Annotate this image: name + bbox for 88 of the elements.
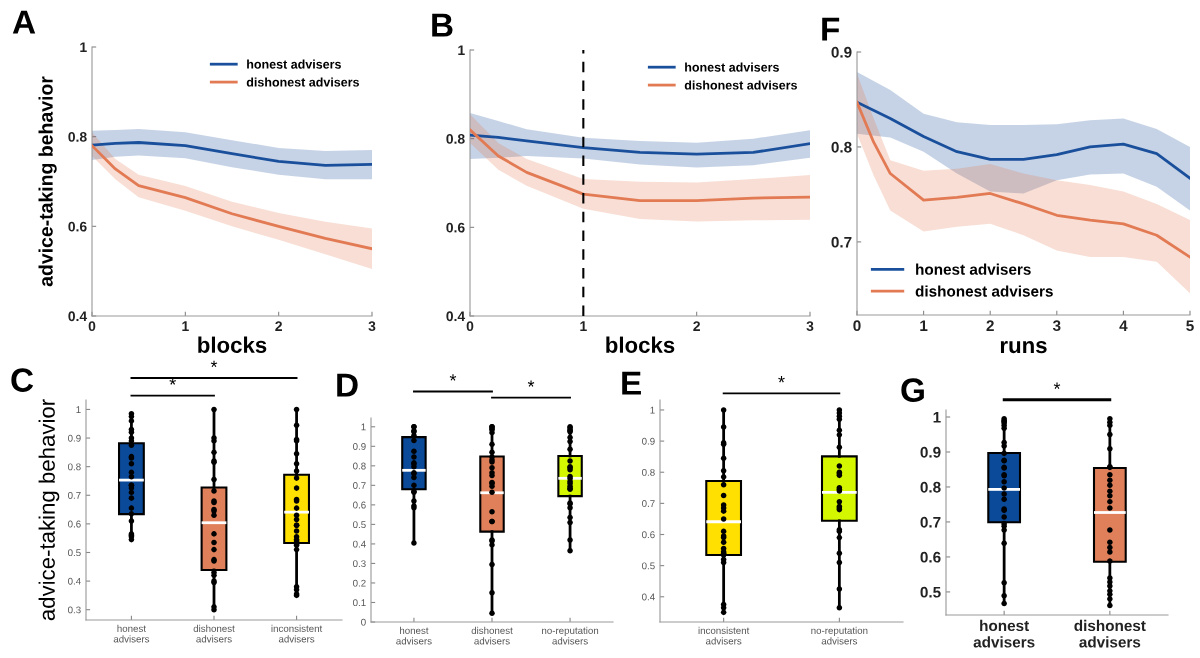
x-axis-title: blocks bbox=[606, 336, 675, 353]
y-tick-label: 0.9 bbox=[353, 443, 366, 450]
y-tick-label: 0.9 bbox=[920, 446, 941, 458]
y-tick-label: 0.4 bbox=[353, 540, 366, 548]
x-tick-label: 0 bbox=[88, 321, 96, 332]
y-tick-label: 1 bbox=[458, 45, 465, 56]
y-tick-label: 1 bbox=[650, 406, 655, 414]
x-tick-label: 3 bbox=[806, 321, 814, 332]
x-tick-label: no-reputation advisers bbox=[542, 626, 599, 645]
y-tick-label: 0.8 bbox=[353, 462, 366, 470]
text: * bbox=[527, 380, 535, 387]
y-tick-label: 0.5 bbox=[68, 549, 81, 557]
y-tick-label: 0.9 bbox=[831, 46, 852, 58]
chart-title: D bbox=[337, 373, 358, 397]
y-tick-label: 0.4 bbox=[642, 593, 655, 601]
y-tick-label: 0.5 bbox=[353, 521, 366, 529]
y-tick-label: 0.6 bbox=[68, 221, 87, 232]
text: * bbox=[210, 360, 218, 368]
x-tick-label: honest advisers bbox=[396, 626, 432, 645]
x-tick-label: inconsistent advisers bbox=[271, 624, 323, 643]
y-tick-label: 0.8 bbox=[446, 134, 465, 144]
text: * bbox=[778, 376, 785, 383]
y-tick-label: 0.6 bbox=[68, 520, 81, 528]
y-tick-label: 0.7 bbox=[920, 516, 941, 528]
x-tick-label: dishonest advisers bbox=[193, 624, 235, 643]
x-tick-label: dishonest advisers bbox=[1074, 619, 1146, 648]
y-axis-title: advice-taking behavior bbox=[38, 399, 60, 621]
y-tick-label: 0.8 bbox=[920, 481, 941, 493]
y-tick-label: 0.2 bbox=[353, 579, 366, 587]
y-tick-label: 0.4 bbox=[68, 311, 88, 322]
y-tick-label: 0.3 bbox=[353, 560, 366, 568]
chart-title: F bbox=[822, 17, 840, 41]
legend-label: dishonest advisers bbox=[684, 80, 797, 90]
x-tick-label: dishonest advisers bbox=[471, 626, 513, 645]
chart-title: E bbox=[622, 371, 641, 395]
x-tick-label: no-reputation advisers bbox=[811, 626, 868, 645]
x-tick-label: inconsistent advisers bbox=[698, 626, 750, 645]
x-tick-label: 3 bbox=[1052, 320, 1061, 332]
x-axis-title: blocks bbox=[198, 336, 267, 353]
x-tick-label: 2 bbox=[986, 320, 994, 331]
chart-title: B bbox=[432, 13, 453, 37]
y-tick-label: 0.6 bbox=[446, 222, 465, 233]
x-tick-label: 3 bbox=[368, 321, 376, 332]
y-tick-label: 0.7 bbox=[68, 492, 81, 499]
x-tick-label: 1 bbox=[182, 321, 189, 331]
legend-label: honest advisers bbox=[685, 62, 779, 72]
y-tick-label: 0.4 bbox=[68, 577, 81, 585]
y-tick-label: 1 bbox=[361, 423, 366, 431]
y-tick-label: 0.1 bbox=[353, 599, 366, 607]
legend-label: honest advisers bbox=[916, 263, 1031, 275]
x-tick-label: 1 bbox=[580, 321, 587, 331]
y-tick-label: 0.3 bbox=[68, 606, 81, 614]
text: * bbox=[449, 374, 457, 381]
y-tick-label: 0.7 bbox=[831, 236, 852, 248]
legend-label: dishonest advisers bbox=[915, 285, 1053, 297]
legend-label: honest advisers bbox=[247, 59, 341, 69]
y-tick-label: 0.8 bbox=[831, 141, 852, 153]
y-tick-label: 0.4 bbox=[446, 311, 466, 322]
y-tick-label: 0.6 bbox=[353, 501, 366, 509]
y-tick-label: 0.7 bbox=[353, 482, 366, 489]
y-tick-label: 0.8 bbox=[68, 132, 87, 142]
x-tick-label: honest advisers bbox=[973, 619, 1035, 648]
y-tick-label: 0.6 bbox=[642, 531, 655, 539]
x-tick-label: 0 bbox=[853, 320, 861, 332]
chart-title: A bbox=[12, 10, 36, 34]
chart-title: G bbox=[901, 378, 924, 402]
y-tick-label: 0.5 bbox=[642, 562, 655, 570]
y-tick-label: 1 bbox=[933, 412, 941, 423]
y-tick-label: 1 bbox=[80, 42, 87, 53]
y-tick-label: 0.8 bbox=[642, 468, 655, 476]
x-tick-label: honest advisers bbox=[113, 624, 150, 643]
y-axis-title: advice-taking behavior bbox=[38, 76, 57, 287]
y-tick-label: 0.6 bbox=[920, 551, 941, 563]
y-tick-label: 0.9 bbox=[68, 434, 81, 442]
x-axis-title: runs bbox=[1000, 341, 1047, 354]
y-tick-label: 0.9 bbox=[642, 437, 655, 445]
y-tick-label: 1 bbox=[76, 406, 81, 413]
y-tick-label: 0.8 bbox=[68, 463, 81, 471]
legend-label: dishonest advisers bbox=[246, 77, 359, 87]
text: * bbox=[1053, 382, 1061, 389]
y-tick-label: 0.7 bbox=[642, 500, 655, 507]
x-tick-label: 0 bbox=[466, 321, 474, 332]
x-tick-label: 5 bbox=[1186, 320, 1194, 332]
x-tick-label: 2 bbox=[693, 321, 700, 331]
x-tick-label: 4 bbox=[1119, 320, 1128, 331]
x-tick-label: 2 bbox=[275, 321, 282, 331]
chart-title: C bbox=[11, 368, 34, 392]
y-tick-label: 0.5 bbox=[920, 586, 941, 598]
